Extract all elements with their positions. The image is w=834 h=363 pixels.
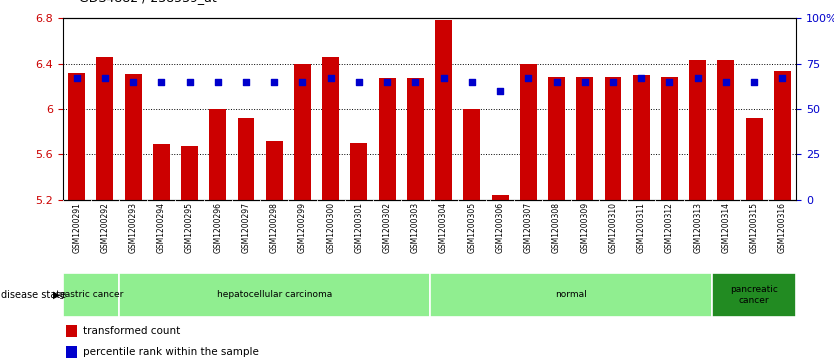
Point (154, 79, 168, 85)
Text: GSM1200311: GSM1200311 (636, 202, 646, 253)
Text: transformed count: transformed count (83, 326, 180, 336)
Text: GSM1200304: GSM1200304 (440, 202, 448, 253)
Bar (181, 146, 198, 200)
Point (352, 79, 365, 85)
Text: GSM1200314: GSM1200314 (721, 202, 731, 253)
Text: GSM1200297: GSM1200297 (242, 202, 250, 253)
Text: GSM1200306: GSM1200306 (495, 202, 505, 253)
Point (691, 75, 705, 81)
Text: GSM1200303: GSM1200303 (411, 202, 420, 253)
Point (296, 79, 309, 85)
Point (635, 75, 648, 81)
Text: GSM1200313: GSM1200313 (693, 202, 702, 253)
Bar (238, 118, 254, 200)
Bar (63, 273, 119, 317)
Bar (153, 144, 170, 200)
Bar (97, 57, 113, 200)
Bar (576, 77, 593, 200)
Bar (430, 273, 711, 317)
Bar (633, 75, 650, 200)
Point (409, 79, 422, 85)
Text: GSM1200310: GSM1200310 (609, 202, 617, 253)
Point (380, 79, 394, 85)
Point (465, 79, 479, 85)
Point (183, 79, 196, 85)
Point (211, 79, 224, 85)
Point (663, 79, 676, 85)
Bar (379, 78, 395, 200)
Point (268, 79, 281, 85)
Text: GSM1200315: GSM1200315 (750, 202, 759, 253)
Bar (717, 60, 735, 200)
Bar (124, 74, 142, 200)
Text: GSM1200299: GSM1200299 (298, 202, 307, 253)
Text: ▶: ▶ (53, 290, 61, 300)
Point (719, 79, 732, 85)
Point (776, 75, 789, 81)
Point (437, 75, 450, 81)
Bar (435, 20, 452, 200)
Text: GSM1200293: GSM1200293 (128, 202, 138, 253)
Text: GSM1200302: GSM1200302 (383, 202, 392, 253)
Text: GSM1200312: GSM1200312 (665, 202, 674, 253)
Bar (66, 346, 78, 358)
Point (98, 75, 112, 81)
Bar (661, 77, 678, 200)
Text: percentile rank within the sample: percentile rank within the sample (83, 347, 259, 357)
Bar (746, 118, 762, 200)
Text: GSM1200291: GSM1200291 (73, 202, 81, 253)
Bar (774, 72, 791, 200)
Text: GSM1200305: GSM1200305 (467, 202, 476, 253)
Bar (548, 77, 565, 200)
Point (324, 75, 338, 81)
Bar (119, 273, 430, 317)
Bar (491, 195, 509, 200)
Bar (322, 57, 339, 200)
Point (239, 79, 253, 85)
Bar (605, 77, 621, 200)
Bar (350, 143, 368, 200)
Text: GSM1200296: GSM1200296 (214, 202, 223, 253)
Text: GSM1200316: GSM1200316 (778, 202, 786, 253)
Point (127, 79, 140, 85)
Text: GSM1200308: GSM1200308 (552, 202, 561, 253)
Point (578, 79, 591, 85)
Text: GSM1200298: GSM1200298 (269, 202, 279, 253)
Bar (689, 60, 706, 200)
Text: GSM1200301: GSM1200301 (354, 202, 364, 253)
Bar (464, 109, 480, 200)
Text: hepatocellular carcinoma: hepatocellular carcinoma (217, 290, 332, 299)
Text: normal: normal (555, 290, 586, 299)
Bar (294, 64, 311, 200)
Point (606, 79, 620, 85)
Point (521, 75, 535, 81)
Bar (407, 78, 424, 200)
Point (70, 75, 83, 81)
Text: GSM1200307: GSM1200307 (524, 202, 533, 253)
Point (494, 88, 507, 94)
Text: GSM1200294: GSM1200294 (157, 202, 166, 253)
Text: gastric cancer: gastric cancer (58, 290, 123, 299)
Text: GSM1200292: GSM1200292 (100, 202, 109, 253)
Text: GSM1200295: GSM1200295 (185, 202, 194, 253)
Point (747, 79, 761, 85)
Bar (266, 141, 283, 200)
Bar (66, 325, 78, 337)
Text: pancreatic
cancer: pancreatic cancer (731, 285, 778, 305)
Text: disease state: disease state (1, 290, 66, 300)
Bar (711, 273, 796, 317)
Bar (520, 64, 537, 200)
Bar (68, 73, 85, 200)
Text: GSM1200309: GSM1200309 (580, 202, 590, 253)
Point (550, 79, 563, 85)
Bar (209, 109, 226, 200)
Text: GDS4882 / 238539_at: GDS4882 / 238539_at (79, 0, 217, 4)
Text: GSM1200300: GSM1200300 (326, 202, 335, 253)
